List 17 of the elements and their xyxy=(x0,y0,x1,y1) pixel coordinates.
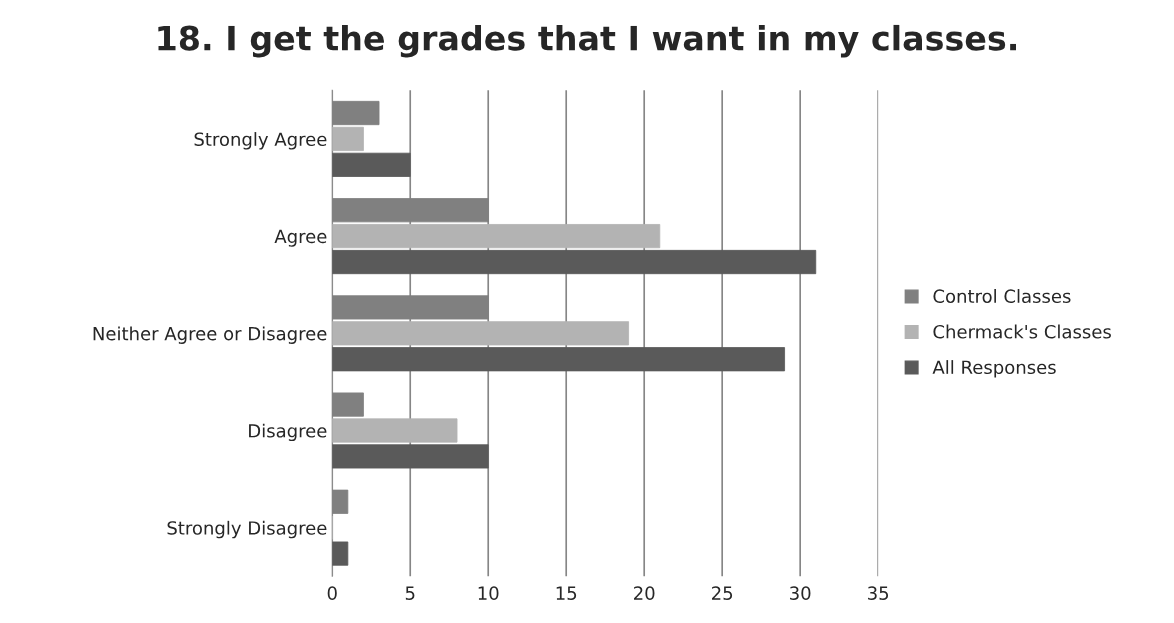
x-tick-label: 5 xyxy=(405,586,415,600)
x-tick-label: 10 xyxy=(478,586,499,600)
x-tick-label: 15 xyxy=(556,586,577,600)
x-tick-label: 25 xyxy=(712,586,733,600)
x-tick-label: 20 xyxy=(634,586,655,600)
x-tick-label: 0 xyxy=(327,586,337,600)
legend-label: Control Classes xyxy=(933,289,1071,304)
y-tick-label: Strongly Disagree xyxy=(167,520,327,539)
chart-title: 18. I get the grades that I want in my classes. xyxy=(158,24,1017,58)
x-tick-label: 30 xyxy=(790,586,811,600)
y-tick-label: Disagree xyxy=(249,423,327,442)
legend-label: Chermack's Classes xyxy=(933,324,1111,339)
x-tick-label: 35 xyxy=(868,586,889,600)
y-tick-label: Neither Agree or Disagree xyxy=(93,326,327,344)
y-tick-label: Agree xyxy=(274,229,327,247)
legend-label: All Responses xyxy=(932,360,1056,378)
y-tick-label: Strongly Agree xyxy=(194,132,327,150)
